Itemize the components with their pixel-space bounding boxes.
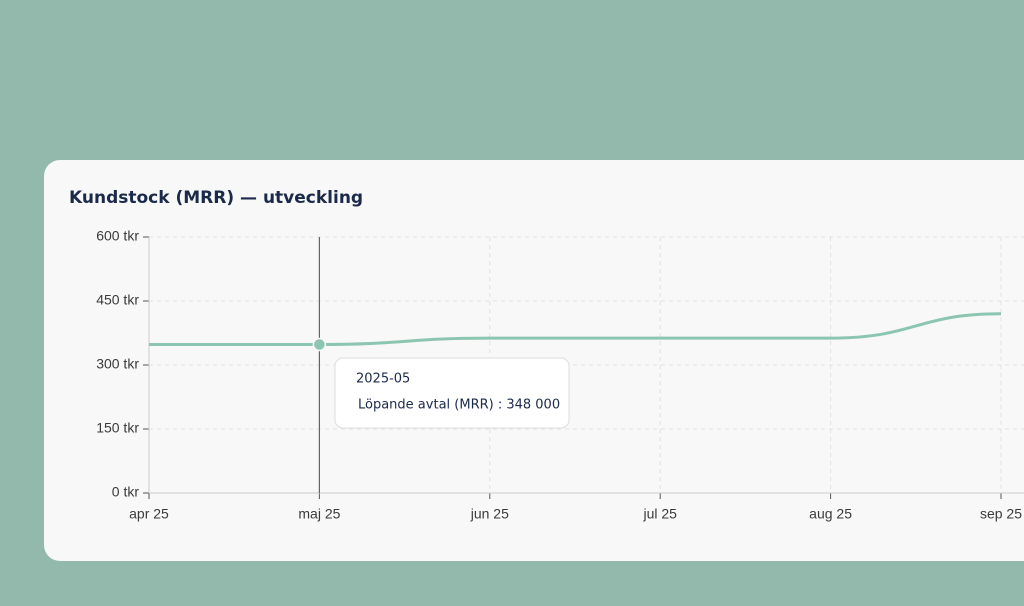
point <box>312 337 327 352</box>
y-tick-label: 300 tkr <box>96 356 139 372</box>
x-tick-label: jul 25 <box>642 506 677 522</box>
x-tick-label: jun 25 <box>470 506 509 522</box>
tooltip-title: 2025-05 <box>356 372 410 387</box>
line <box>149 312 1002 347</box>
x-tick-label: aug 25 <box>809 506 852 522</box>
chart-title: Kundstock (MRR) — utveckling <box>69 188 363 208</box>
plot: 0 tkr 150 tkr 300 tkr 450 tkr 600 tkr apr 25 m… <box>96 228 1024 522</box>
tooltip-text: Löpande avtal (MRR) : 348 000 <box>358 398 560 413</box>
x-tick-label: maj 25 <box>298 506 340 522</box>
y-tick-label: 600 tkr <box>96 228 139 244</box>
x-tick-label: sep 25 <box>980 506 1022 522</box>
y-tick-label: 450 tkr <box>96 292 139 308</box>
tooltip: 2025-05 Löpande avtal (MRR) : 348 000 <box>334 357 570 429</box>
tooltip-box <box>334 357 570 429</box>
y-tick-label: 150 tkr <box>96 420 139 436</box>
y-tick-label: 0 tkr <box>112 484 140 500</box>
x-tick-label: apr 25 <box>129 506 169 522</box>
